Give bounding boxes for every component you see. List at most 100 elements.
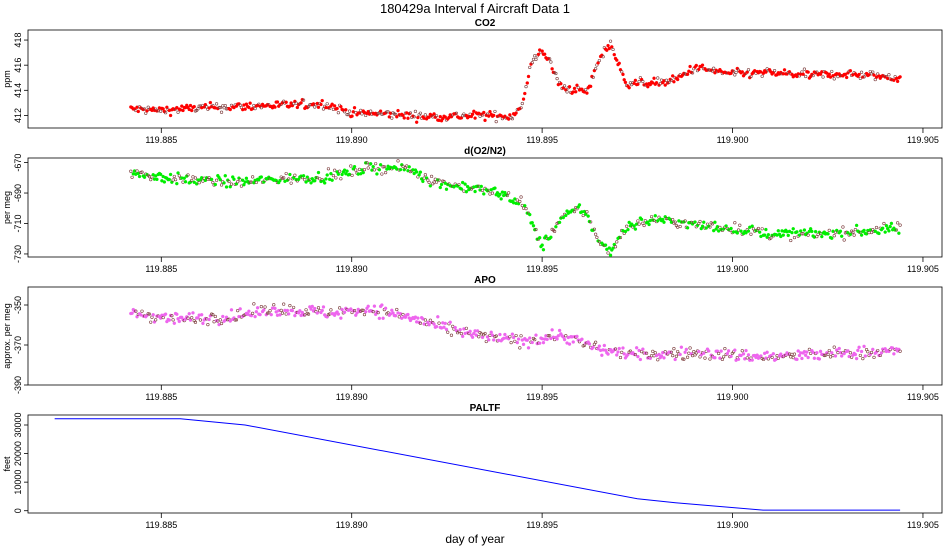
data-point-co2 <box>295 105 300 110</box>
data-point-apo <box>516 337 521 341</box>
data-point-o2n2 <box>528 212 532 217</box>
data-point-apo <box>151 313 155 317</box>
data-point-apo <box>676 349 680 354</box>
data-point-apo <box>862 344 866 349</box>
data-point-o2n2 <box>852 233 856 237</box>
data-point-apo <box>280 311 285 315</box>
data-point-apo <box>268 309 272 313</box>
data-point-co2 <box>601 55 605 59</box>
data-point-apo <box>662 356 666 360</box>
data-point-o2n2 <box>881 226 885 230</box>
data-point-o2n2 <box>398 167 403 172</box>
data-point-apo <box>490 333 495 337</box>
data-point-o2n2 <box>884 223 889 228</box>
data-point-co2 <box>700 63 705 67</box>
data-point-apo <box>355 311 359 315</box>
panel-co2: CO2 119.885 119.890 119.895 119.900 119.905 41… <box>2 18 943 145</box>
data-point-apo <box>321 305 326 309</box>
data-point-apo <box>602 343 607 348</box>
data-point-apo <box>600 353 604 357</box>
data-point-apo <box>796 349 800 353</box>
data-point-co2 <box>243 107 247 111</box>
data-point-apo <box>564 334 568 338</box>
data-point-apo <box>171 318 175 322</box>
data-point-o2n2 <box>240 178 245 182</box>
data-point-apo <box>191 311 195 315</box>
data-point-co2 <box>483 118 487 123</box>
data-point-o2n2 <box>309 181 313 185</box>
data-point-co2 <box>159 109 163 113</box>
data-point-apo <box>406 312 410 317</box>
data-point-o2n2 <box>168 172 173 177</box>
data-point-o2n2 <box>887 229 891 233</box>
data-point-apo <box>513 339 517 343</box>
data-point-o2n2 <box>135 169 139 173</box>
data-point-apo <box>567 342 572 346</box>
data-point-o2n2 <box>333 168 337 172</box>
data-point-apo <box>766 357 770 361</box>
x-tick-label-paltf: 119.885 <box>145 520 177 530</box>
data-point-co2 <box>395 115 399 119</box>
data-point-o2n2 <box>304 180 308 184</box>
data-point-o2n2 <box>352 164 357 169</box>
x-tick-label-o2n2: 119.885 <box>145 264 177 274</box>
data-point-co2 <box>176 110 180 114</box>
data-point-apo <box>733 348 737 352</box>
data-point-co2 <box>712 66 716 70</box>
data-point-co2 <box>473 116 477 120</box>
x-tick-label-paltf: 119.900 <box>717 520 749 530</box>
data-point-co2 <box>217 105 221 110</box>
data-point-co2 <box>550 67 554 71</box>
data-point-co2 <box>472 109 476 113</box>
data-point-apo <box>872 355 876 359</box>
data-point-o2n2 <box>417 173 421 177</box>
data-point-apo <box>621 346 625 350</box>
data-point-co2 <box>188 103 193 108</box>
data-point-o2n2 <box>729 226 733 231</box>
data-point-apo <box>683 350 687 354</box>
data-point-apo <box>352 308 357 313</box>
data-point-apo <box>259 305 263 309</box>
data-point-apo <box>703 356 707 360</box>
data-point-co2 <box>528 65 532 70</box>
data-point-o2n2 <box>746 229 751 233</box>
data-point-o2n2 <box>495 191 500 195</box>
data-point-apo <box>329 308 333 312</box>
data-point-o2n2 <box>592 227 596 231</box>
data-point-o2n2 <box>897 231 901 235</box>
data-point-o2n2 <box>597 240 601 244</box>
data-point-o2n2 <box>518 199 522 204</box>
data-point-o2n2 <box>656 219 660 223</box>
plot-frame-co2 <box>27 29 943 129</box>
data-point-o2n2 <box>149 178 153 182</box>
data-point-o2n2 <box>557 220 562 225</box>
data-point-co2 <box>830 69 834 74</box>
data-point-apo <box>653 351 657 355</box>
data-point-o2n2 <box>864 232 869 236</box>
data-point-apo <box>371 310 375 314</box>
data-point-apo <box>480 335 485 340</box>
data-point-o2n2 <box>626 227 630 232</box>
data-point-apo <box>360 308 364 312</box>
data-point-apo <box>154 318 158 322</box>
data-point-co2 <box>895 79 900 84</box>
data-point-co2 <box>480 113 485 117</box>
data-point-o2n2 <box>615 240 619 244</box>
data-point-apo <box>548 334 552 338</box>
data-point-apo <box>854 356 859 361</box>
data-point-apo <box>679 345 684 349</box>
data-point-apo <box>803 353 808 357</box>
data-point-apo <box>827 348 831 353</box>
data-point-o2n2 <box>738 223 742 227</box>
data-point-co2 <box>196 107 200 111</box>
data-point-o2n2 <box>375 172 379 176</box>
data-point-apo <box>674 354 679 358</box>
data-point-co2 <box>319 102 323 107</box>
data-point-o2n2 <box>382 165 386 169</box>
data-point-apo <box>255 306 260 310</box>
data-point-apo <box>175 312 179 316</box>
data-point-co2 <box>821 75 825 79</box>
data-point-apo <box>755 353 759 357</box>
data-point-o2n2 <box>724 224 728 228</box>
data-point-apo <box>685 355 690 359</box>
